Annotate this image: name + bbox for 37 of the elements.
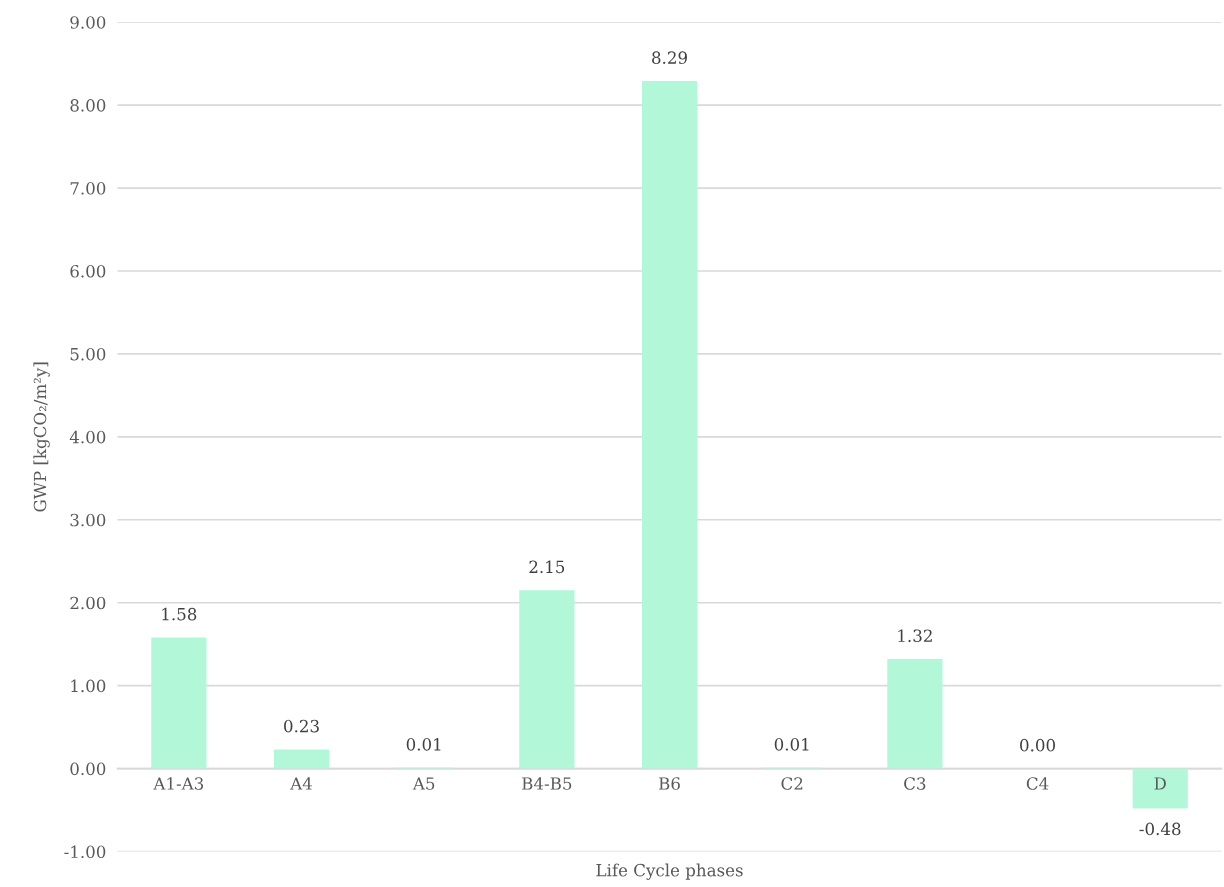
y-tick-label: 4.00: [69, 430, 106, 444]
x-tick-label: C4: [1026, 777, 1049, 790]
data-label: -0.48: [1139, 822, 1181, 836]
y-axis-title: GWP [kgCO₂/m²y]: [33, 362, 50, 512]
y-tick-label: 2.00: [70, 596, 106, 610]
y-tick-label: 6.00: [70, 264, 106, 278]
x-tick-label: B4-B5: [522, 777, 572, 790]
y-tick-label: 5.00: [70, 347, 106, 361]
x-tick-label: B6: [659, 777, 680, 790]
data-label: 8.29: [652, 51, 687, 64]
x-tick-label: C3: [904, 777, 926, 790]
bar: [887, 659, 943, 769]
x-tick-label: C2: [781, 777, 803, 790]
x-tick-label: A1-A3: [153, 777, 204, 790]
data-label: 0.01: [406, 738, 441, 751]
y-tick-label: 3.00: [70, 513, 106, 527]
data-label: 1.32: [898, 629, 932, 642]
y-tick-label: 1.00: [71, 679, 106, 693]
x-axis-title: Life Cycle phases: [596, 863, 743, 880]
data-label: 0.00: [1020, 738, 1055, 752]
bar: [151, 637, 207, 769]
data-label: 0.01: [774, 738, 809, 751]
y-tick-label: 8.00: [70, 99, 106, 112]
data-label: 2.15: [529, 560, 565, 574]
y-tick-label: 0.00: [70, 762, 106, 776]
bar: [1132, 768, 1188, 809]
y-tick-label: 9.00: [70, 16, 106, 29]
bar: [641, 81, 698, 769]
y-tick-label: -1.00: [64, 845, 106, 859]
x-tick-label: A4: [290, 777, 312, 790]
data-label: 1.58: [162, 607, 197, 621]
data-label: 0.23: [284, 719, 319, 733]
y-tick-label: 7.00: [70, 182, 106, 195]
x-tick-label: D: [1154, 777, 1166, 790]
bar: [519, 590, 575, 769]
bar: [273, 749, 330, 769]
x-tick-label: A5: [412, 777, 435, 790]
